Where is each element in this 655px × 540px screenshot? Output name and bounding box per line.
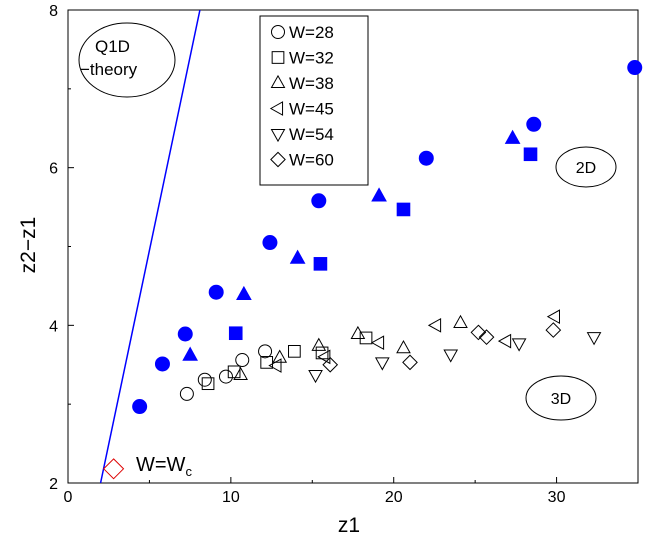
data-point-filled-circle <box>418 150 434 166</box>
legend-marker-diamond <box>270 151 286 168</box>
x-tick-label: 30 <box>548 489 566 506</box>
data-point-filled-circle <box>132 399 148 415</box>
x-axis-title: z1 <box>338 514 360 537</box>
legend-label: W=32 <box>289 49 334 68</box>
legend: W=28 W=32 W=38 W=45 W=54 W=60 <box>259 15 369 186</box>
data-point-w-28 <box>258 344 273 359</box>
3d-ellipse <box>525 375 597 421</box>
data-point-filled-square <box>313 257 328 271</box>
q1d-theory-label-line1: Q1D <box>95 37 130 56</box>
3d-label: 3D <box>551 391 571 408</box>
legend-label: W=28 <box>289 23 334 42</box>
data-point-w-38 <box>396 340 411 354</box>
data-point-w-45 <box>546 309 560 325</box>
q1d-theory-label-line2: −theory <box>80 60 138 79</box>
data-point-critical-diamond <box>102 458 125 480</box>
legend-label: W=54 <box>289 125 334 144</box>
data-point-filled-triangle-up <box>236 285 252 300</box>
x-tick-label: 20 <box>385 489 403 506</box>
data-point-w-54 <box>443 349 459 363</box>
x-tick-label: 0 <box>64 489 73 506</box>
critical-w-label-subscript: c <box>185 464 192 479</box>
data-point-filled-triangle-up <box>371 187 387 202</box>
data-point-filled-square <box>396 202 411 217</box>
data-point-filled-circle <box>311 193 327 209</box>
data-point-w-60 <box>478 329 495 346</box>
x-tick-label: 10 <box>222 489 240 506</box>
legend-marker-circle <box>271 25 285 39</box>
data-point-w-28 <box>179 386 194 401</box>
data-point-filled-circle <box>262 235 278 251</box>
annotations: Q1D −theory 2D 3D W=Wc <box>78 22 617 479</box>
data-point-filled-triangle-up <box>289 249 306 264</box>
critical-w-label-main: W=W <box>136 454 186 476</box>
data-point-filled-triangle-up <box>504 129 521 144</box>
legend-marker-square <box>271 51 285 64</box>
data-point-w-60 <box>322 356 339 373</box>
legend-label: W=45 <box>289 100 334 119</box>
legend-marker-triangle-up <box>270 74 286 89</box>
data-point-w-38 <box>453 314 468 329</box>
q1d-theory-line <box>99 10 201 483</box>
data-point-w-28 <box>235 353 250 368</box>
data-point-filled-circle <box>526 116 542 132</box>
data-point-w-45 <box>370 335 385 351</box>
data-point-w-45 <box>427 317 442 333</box>
y-axis-title: z2−z1 <box>17 217 40 274</box>
critical-w-label: W=Wc <box>136 454 192 479</box>
legend-marker-triangle-left <box>269 101 284 116</box>
y-tick-label: 8 <box>49 3 58 20</box>
data-point-w-38 <box>272 349 288 363</box>
data-point-w-45 <box>317 349 331 365</box>
data-point-filled-circle <box>627 60 643 76</box>
data-point-filled-circle <box>177 326 193 342</box>
2d-label: 2D <box>576 160 596 177</box>
data-point-w-32 <box>288 344 301 358</box>
data-point-w-28 <box>218 369 233 384</box>
data-point-w-45 <box>268 358 282 373</box>
data-point-w-54 <box>511 338 527 352</box>
data-point-filled-circle <box>154 356 170 372</box>
q1d-theory-ellipse <box>78 22 176 98</box>
data-point-w-32 <box>227 365 241 379</box>
data-point-w-54 <box>586 332 602 346</box>
legend-label: W=60 <box>289 151 334 170</box>
data-point-w-60 <box>470 324 487 341</box>
legend-marker-triangle-down <box>270 128 286 143</box>
legend-box <box>259 15 369 186</box>
data-point-w-54 <box>374 357 390 371</box>
axes: z1 z2−z1 0 10 20 30 2 4 6 8 <box>17 3 566 537</box>
y-tick-label: 2 <box>49 476 58 493</box>
data-point-filled-square <box>228 326 243 341</box>
data-markers <box>102 60 643 480</box>
data-point-w-54 <box>308 369 323 384</box>
data-point-w-60 <box>402 354 418 371</box>
data-point-w-28 <box>197 372 212 387</box>
data-point-w-38 <box>350 325 366 340</box>
data-point-filled-square <box>523 147 538 162</box>
2d-ellipse <box>555 146 617 188</box>
data-point-w-60 <box>545 322 562 338</box>
data-point-filled-circle <box>208 284 224 300</box>
data-point-w-32 <box>201 377 215 391</box>
data-point-w-45 <box>497 333 512 349</box>
y-tick-label: 4 <box>49 318 58 335</box>
data-point-w-32 <box>260 356 274 369</box>
data-point-w-38 <box>311 337 327 351</box>
theory-line-layer <box>99 10 201 483</box>
data-point-w-38 <box>233 366 248 381</box>
y-tick-label: 6 <box>49 161 58 178</box>
data-point-filled-triangle-up <box>182 346 198 361</box>
legend-label: W=38 <box>289 74 334 93</box>
data-point-w-32 <box>359 331 373 345</box>
